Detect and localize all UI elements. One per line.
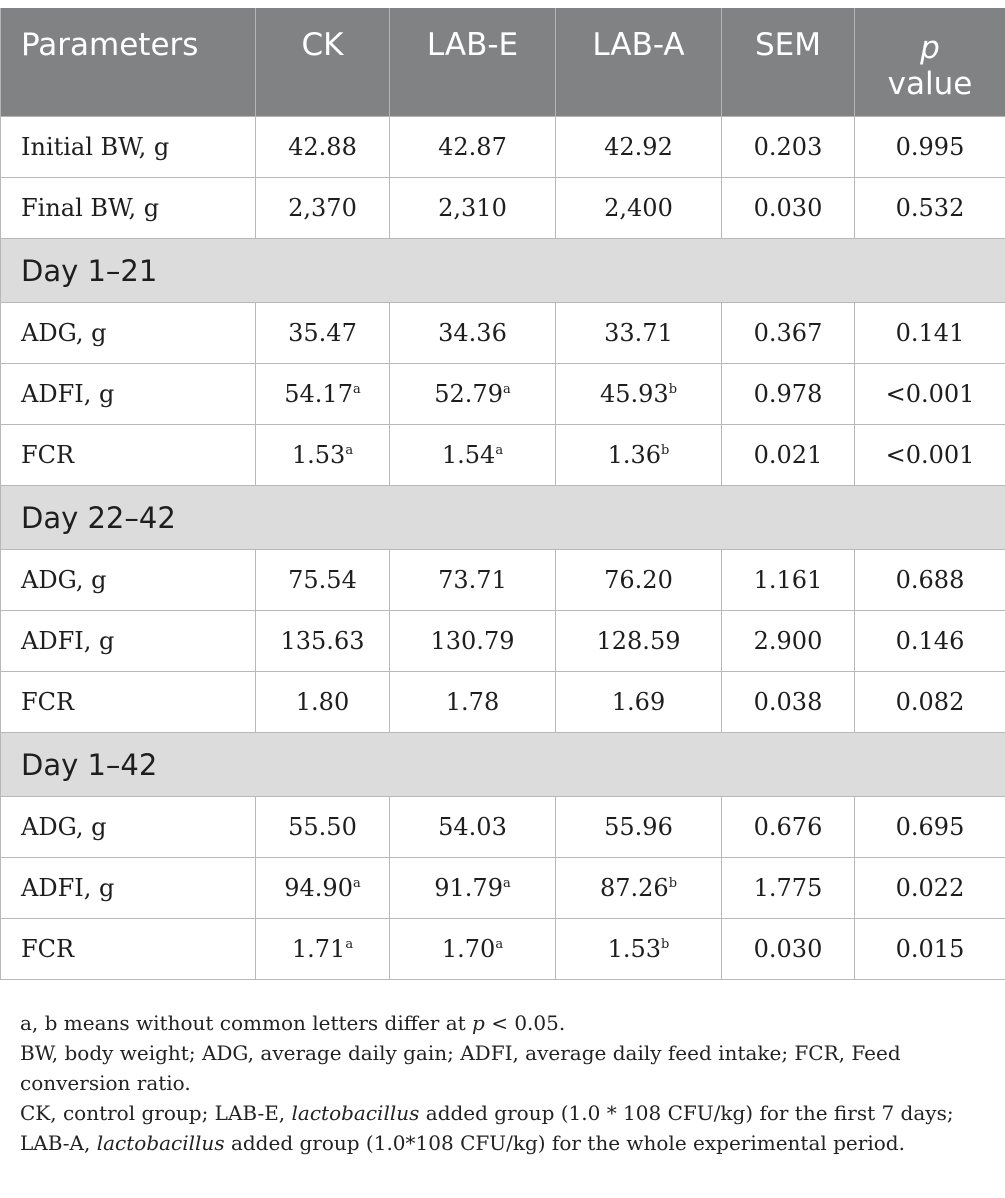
table-row: ADG, g 55.50 54.03 55.96 0.676 0.695: [0, 796, 1005, 858]
cell-lab-a: 42.92: [555, 116, 722, 178]
cell-p: <0.001: [854, 424, 1005, 486]
row-label: ADFI, g: [0, 610, 256, 672]
table-row-final-bw: Final BW, g 2,370 2,310 2,400 0.030 0.53…: [0, 177, 1005, 239]
table-footnotes: a, b means without common letters differ…: [20, 1008, 995, 1158]
cell-sem: 0.030: [721, 918, 855, 980]
row-label: ADFI, g: [0, 857, 256, 919]
row-label: ADG, g: [0, 302, 256, 364]
header-parameters: Parameters: [0, 8, 256, 117]
cell-sem: 1.775: [721, 857, 855, 919]
cell-lab-e: 130.79: [389, 610, 556, 672]
cell-ck: 1.80: [255, 671, 390, 733]
section-title: Day 1–42: [0, 732, 1005, 797]
cell-lab-e: 91.79a: [389, 857, 556, 919]
cell-lab-e: 34.36: [389, 302, 556, 364]
cell-lab-e: 52.79a: [389, 363, 556, 425]
cell-ck: 35.47: [255, 302, 390, 364]
cell-p: 0.015: [854, 918, 1005, 980]
row-label: Final BW, g: [0, 177, 256, 239]
header-p-value: p value: [854, 8, 1005, 117]
table-row-initial-bw: Initial BW, g 42.88 42.87 42.92 0.203 0.…: [0, 116, 1005, 178]
cell-lab-a: 1.69: [555, 671, 722, 733]
cell-lab-a: 33.71: [555, 302, 722, 364]
table-row: ADFI, g 135.63 130.79 128.59 2.900 0.146: [0, 610, 1005, 672]
row-label: ADFI, g: [0, 363, 256, 425]
cell-lab-a: 87.26b: [555, 857, 722, 919]
header-sem: SEM: [721, 8, 855, 117]
header-ck: CK: [255, 8, 390, 117]
section-title: Day 22–42: [0, 485, 1005, 550]
cell-lab-e: 54.03: [389, 796, 556, 858]
footnote-groups: CK, control group; LAB-E, lactobacillus …: [20, 1101, 954, 1155]
cell-sem: 2.900: [721, 610, 855, 672]
cell-ck: 94.90a: [255, 857, 390, 919]
table-row: ADG, g 35.47 34.36 33.71 0.367 0.141: [0, 302, 1005, 364]
cell-p: 0.532: [854, 177, 1005, 239]
cell-sem: 0.203: [721, 116, 855, 178]
cell-lab-e: 1.70a: [389, 918, 556, 980]
cell-lab-a: 128.59: [555, 610, 722, 672]
table-row: FCR 1.71a 1.70a 1.53b 0.030 0.015: [0, 918, 1005, 980]
cell-lab-e: 1.54a: [389, 424, 556, 486]
cell-ck: 75.54: [255, 549, 390, 611]
row-label: ADG, g: [0, 549, 256, 611]
row-label: Initial BW, g: [0, 116, 256, 178]
cell-ck: 2,370: [255, 177, 390, 239]
cell-lab-e: 73.71: [389, 549, 556, 611]
header-row: Parameters CK LAB-E LAB-A SEM p value: [0, 8, 1005, 117]
section-header-row: Day 1–21: [0, 238, 1005, 303]
row-label: ADG, g: [0, 796, 256, 858]
cell-lab-a: 55.96: [555, 796, 722, 858]
cell-ck: 42.88: [255, 116, 390, 178]
cell-lab-e: 1.78: [389, 671, 556, 733]
table-row: ADFI, g 54.17a 52.79a 45.93b 0.978 <0.00…: [0, 363, 1005, 425]
cell-ck: 135.63: [255, 610, 390, 672]
header-lab-a: LAB-A: [555, 8, 722, 117]
cell-p: 0.022: [854, 857, 1005, 919]
cell-lab-a: 1.36b: [555, 424, 722, 486]
cell-sem: 0.021: [721, 424, 855, 486]
cell-ck: 54.17a: [255, 363, 390, 425]
section-header-row: Day 1–42: [0, 732, 1005, 797]
cell-p: 0.146: [854, 610, 1005, 672]
header-lab-e: LAB-E: [389, 8, 556, 117]
cell-lab-e: 2,310: [389, 177, 556, 239]
cell-ck: 1.71a: [255, 918, 390, 980]
cell-sem: 0.367: [721, 302, 855, 364]
cell-p: 0.082: [854, 671, 1005, 733]
cell-sem: 0.038: [721, 671, 855, 733]
cell-sem: 1.161: [721, 549, 855, 611]
row-label: FCR: [0, 671, 256, 733]
cell-ck: 55.50: [255, 796, 390, 858]
cell-lab-a: 76.20: [555, 549, 722, 611]
cell-p: 0.695: [854, 796, 1005, 858]
cell-p: 0.995: [854, 116, 1005, 178]
cell-p: 0.141: [854, 302, 1005, 364]
footnote-significance: a, b means without common letters differ…: [20, 1011, 566, 1035]
cell-lab-a: 1.53b: [555, 918, 722, 980]
table-row: FCR 1.80 1.78 1.69 0.038 0.082: [0, 671, 1005, 733]
row-label: FCR: [0, 918, 256, 980]
cell-p: <0.001: [854, 363, 1005, 425]
cell-lab-a: 45.93b: [555, 363, 722, 425]
section-title: Day 1–21: [0, 238, 1005, 303]
cell-ck: 1.53a: [255, 424, 390, 486]
header-p-italic: p: [920, 30, 940, 66]
cell-p: 0.688: [854, 549, 1005, 611]
cell-lab-a: 2,400: [555, 177, 722, 239]
section-header-row: Day 22–42: [0, 485, 1005, 550]
cell-sem: 0.978: [721, 363, 855, 425]
footnote-abbreviations: BW, body weight; ADG, average daily gain…: [20, 1041, 901, 1095]
table-row: ADG, g 75.54 73.71 76.20 1.161 0.688: [0, 549, 1005, 611]
table-row: ADFI, g 94.90a 91.79a 87.26b 1.775 0.022: [0, 857, 1005, 919]
table-row: FCR 1.53a 1.54a 1.36b 0.021 <0.001: [0, 424, 1005, 486]
performance-table: Parameters CK LAB-E LAB-A SEM p value Ini…: [0, 8, 1005, 980]
cell-sem: 0.676: [721, 796, 855, 858]
header-p-rest: value: [887, 66, 973, 102]
cell-lab-e: 42.87: [389, 116, 556, 178]
row-label: FCR: [0, 424, 256, 486]
cell-sem: 0.030: [721, 177, 855, 239]
